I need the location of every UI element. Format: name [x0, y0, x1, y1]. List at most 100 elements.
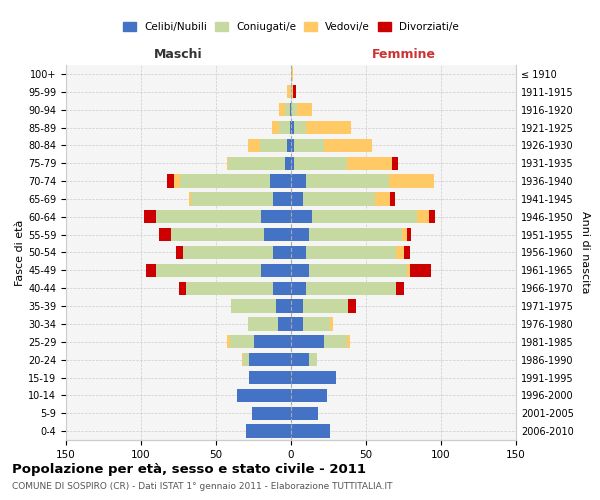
- Bar: [396, 246, 404, 259]
- Bar: [290, 121, 291, 134]
- Bar: [273, 246, 291, 259]
- Bar: [248, 317, 277, 330]
- Bar: [290, 85, 291, 98]
- Bar: [249, 353, 291, 366]
- Bar: [186, 282, 273, 295]
- Bar: [249, 371, 291, 384]
- Bar: [183, 246, 273, 259]
- Bar: [276, 300, 291, 313]
- Text: Femmine: Femmine: [371, 48, 436, 62]
- Bar: [264, 228, 291, 241]
- Bar: [277, 317, 291, 330]
- Bar: [189, 192, 191, 205]
- Bar: [306, 174, 389, 188]
- Bar: [248, 138, 260, 152]
- Bar: [291, 335, 324, 348]
- Bar: [312, 210, 417, 224]
- Bar: [291, 67, 293, 80]
- Bar: [389, 174, 433, 188]
- Bar: [347, 335, 349, 348]
- Bar: [294, 121, 306, 134]
- Bar: [396, 282, 404, 295]
- Bar: [285, 156, 291, 170]
- Bar: [309, 228, 402, 241]
- Bar: [375, 192, 390, 205]
- Bar: [156, 210, 261, 224]
- Bar: [303, 300, 348, 313]
- Bar: [279, 103, 285, 117]
- Legend: Celibi/Nubili, Coniugati/e, Vedovi/e, Divorziati/e: Celibi/Nubili, Coniugati/e, Vedovi/e, Di…: [119, 18, 463, 36]
- Bar: [287, 85, 290, 98]
- Bar: [392, 156, 398, 170]
- Bar: [291, 282, 306, 295]
- Bar: [306, 121, 351, 134]
- Bar: [330, 317, 333, 330]
- Bar: [144, 210, 156, 224]
- Bar: [390, 192, 395, 205]
- Bar: [293, 85, 296, 98]
- Bar: [270, 174, 291, 188]
- Bar: [291, 121, 294, 134]
- Bar: [271, 121, 279, 134]
- Bar: [273, 282, 291, 295]
- Bar: [324, 335, 347, 348]
- Bar: [252, 406, 291, 420]
- Bar: [243, 353, 249, 366]
- Bar: [291, 138, 294, 152]
- Bar: [227, 335, 229, 348]
- Bar: [291, 228, 309, 241]
- Bar: [291, 103, 297, 117]
- Bar: [171, 228, 264, 241]
- Bar: [227, 156, 228, 170]
- Bar: [261, 264, 291, 277]
- Bar: [291, 406, 318, 420]
- Bar: [290, 103, 291, 117]
- Text: COMUNE DI SOSPIRO (CR) - Dati ISTAT 1° gennaio 2011 - Elaborazione TUTTITALIA.IT: COMUNE DI SOSPIRO (CR) - Dati ISTAT 1° g…: [12, 482, 392, 491]
- Bar: [309, 353, 317, 366]
- Bar: [180, 174, 270, 188]
- Bar: [407, 264, 409, 277]
- Bar: [291, 174, 306, 188]
- Bar: [404, 246, 409, 259]
- Bar: [324, 138, 372, 152]
- Bar: [254, 335, 291, 348]
- Bar: [176, 246, 183, 259]
- Text: Maschi: Maschi: [154, 48, 203, 62]
- Bar: [179, 282, 186, 295]
- Bar: [231, 300, 276, 313]
- Bar: [291, 317, 303, 330]
- Bar: [156, 264, 261, 277]
- Bar: [287, 138, 291, 152]
- Bar: [297, 103, 312, 117]
- Bar: [291, 388, 327, 402]
- Bar: [303, 192, 375, 205]
- Bar: [246, 424, 291, 438]
- Bar: [174, 174, 180, 188]
- Bar: [191, 192, 273, 205]
- Bar: [241, 353, 243, 366]
- Bar: [291, 246, 306, 259]
- Bar: [306, 282, 396, 295]
- Bar: [294, 138, 324, 152]
- Bar: [279, 121, 290, 134]
- Bar: [407, 228, 411, 241]
- Bar: [291, 264, 309, 277]
- Bar: [402, 228, 407, 241]
- Text: Popolazione per età, sesso e stato civile - 2011: Popolazione per età, sesso e stato civil…: [12, 462, 366, 475]
- Bar: [291, 300, 303, 313]
- Bar: [291, 371, 336, 384]
- Bar: [309, 264, 407, 277]
- Bar: [291, 353, 309, 366]
- Bar: [260, 138, 287, 152]
- Bar: [237, 388, 291, 402]
- Bar: [146, 264, 156, 277]
- Bar: [291, 156, 294, 170]
- Bar: [306, 246, 396, 259]
- Bar: [167, 174, 174, 188]
- Bar: [285, 103, 290, 117]
- Bar: [273, 192, 291, 205]
- Bar: [294, 156, 347, 170]
- Bar: [228, 156, 285, 170]
- Bar: [348, 300, 355, 313]
- Bar: [417, 210, 429, 224]
